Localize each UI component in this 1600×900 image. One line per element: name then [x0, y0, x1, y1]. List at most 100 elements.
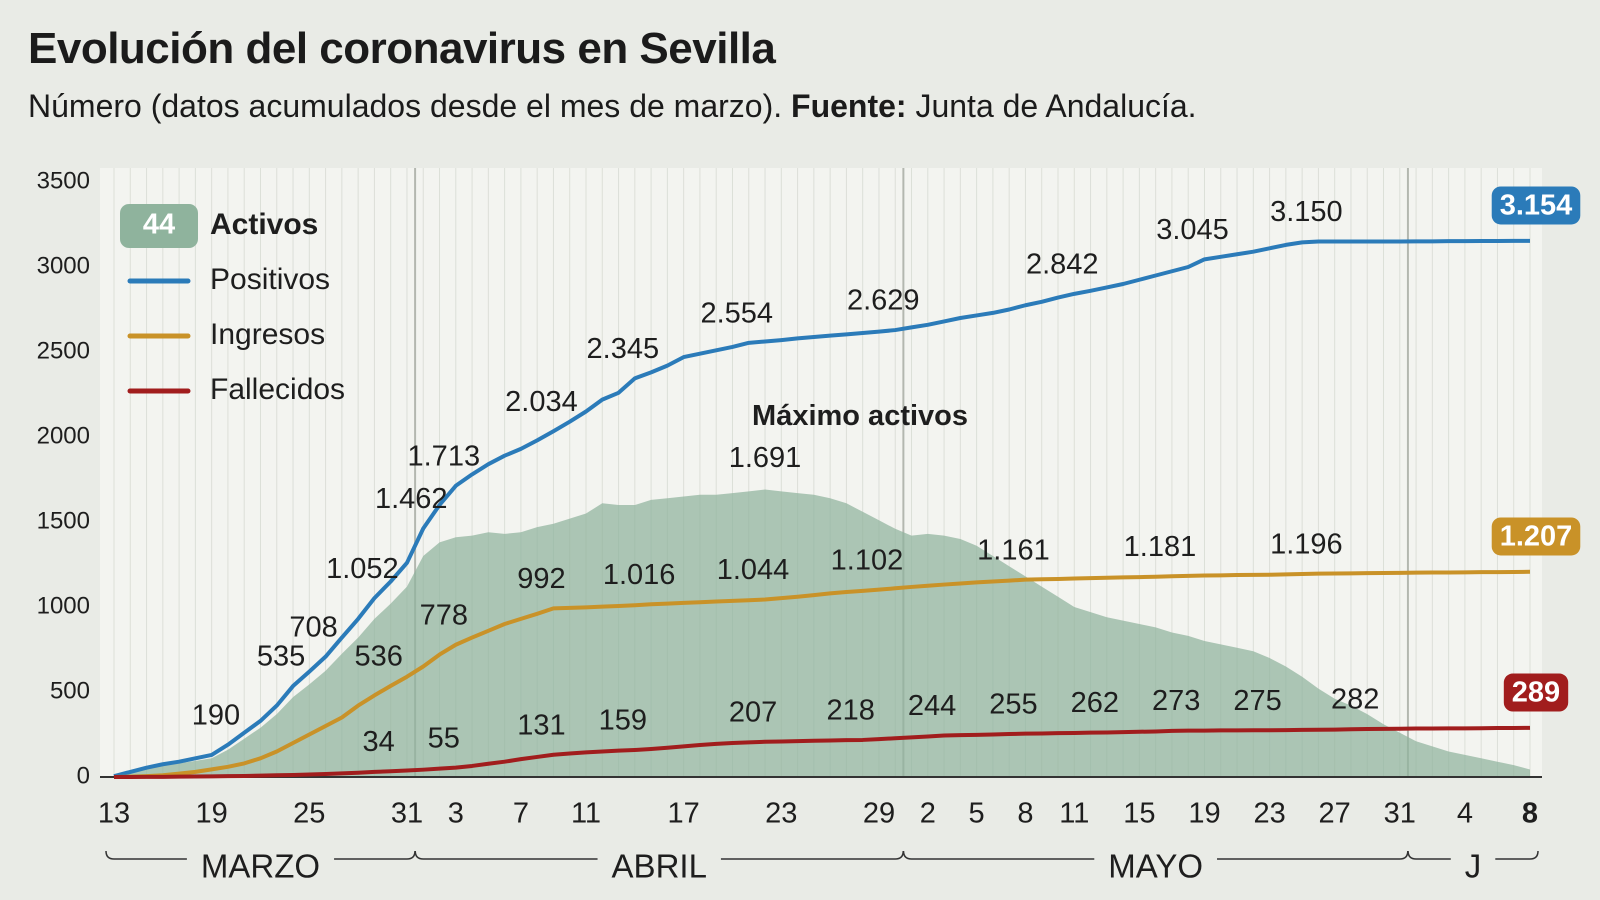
y-tick-label: 2000: [37, 422, 90, 449]
end-value-label: 289: [1512, 677, 1560, 709]
end-value-label: 3.154: [1500, 189, 1573, 221]
month-label: ABRIL: [612, 848, 707, 885]
value-label: 282: [1331, 684, 1379, 716]
source-label: Fuente:: [791, 88, 907, 124]
value-label: 536: [354, 641, 402, 673]
subtitle: Número (datos acumulados desde el mes de…: [28, 88, 783, 124]
legend-badge: [120, 204, 198, 248]
value-label: 708: [289, 611, 337, 643]
value-label: 535: [257, 641, 305, 673]
value-label: 2.345: [587, 333, 660, 365]
x-tick-label: 5: [969, 798, 985, 830]
subtitle-line: Número (datos acumulados desde el mes de…: [28, 88, 1197, 125]
y-tick-label: 1500: [37, 507, 90, 534]
x-tick-label: 25: [293, 798, 325, 830]
x-tick-label: 7: [513, 798, 529, 830]
legend-value: 44: [143, 209, 175, 241]
y-tick-label: 500: [50, 677, 90, 704]
value-label: 1.044: [717, 554, 790, 586]
y-tick-label: 3000: [37, 252, 90, 279]
x-tick-label: 31: [391, 798, 423, 830]
x-tick-label: 27: [1319, 798, 1351, 830]
x-tick-label: 11: [571, 798, 601, 830]
value-label: 1.462: [375, 483, 448, 515]
end-badge: [1491, 517, 1581, 556]
value-label: 55: [428, 722, 460, 754]
value-label: 244: [908, 690, 956, 722]
x-tick-label: 19: [1188, 798, 1220, 830]
month-bracket: [334, 850, 416, 860]
end-badge: [1503, 673, 1569, 712]
value-label: 2.842: [1026, 249, 1099, 281]
value-label: 3.150: [1270, 196, 1343, 228]
x-tick-label: 31: [1384, 798, 1416, 830]
title: Evolución del coronavirus en Sevilla: [28, 24, 776, 73]
value-label: 190: [192, 699, 240, 731]
value-label: 1.181: [1124, 531, 1197, 563]
x-tick-label: 11: [1059, 798, 1089, 830]
month-label: MARZO: [201, 848, 320, 885]
value-label: 1.102: [831, 544, 904, 576]
area: [114, 489, 1530, 777]
legend-label: Positivos: [210, 263, 330, 296]
line: [113, 569, 1531, 779]
x-tick-label: 3: [448, 798, 464, 830]
x-tick-label: 8: [1017, 798, 1033, 830]
month-label: J: [1465, 848, 1482, 885]
y-tick-label: 1000: [37, 592, 90, 619]
x-tick-label: 17: [668, 798, 700, 830]
x-tick-label: 2: [920, 798, 936, 830]
value-label: 159: [599, 705, 647, 737]
x-tick-label: 8: [1522, 798, 1538, 830]
header: Evolución del coronavirus en Sevilla Núm…: [28, 24, 1197, 125]
month-bracket: [1407, 850, 1451, 860]
value-label: 255: [989, 688, 1037, 720]
value-label: 2.554: [700, 297, 773, 329]
annotation: Máximo activos: [752, 400, 968, 432]
month-bracket: [720, 850, 904, 860]
x-tick-label: 19: [196, 798, 228, 830]
value-label: 992: [517, 563, 565, 595]
y-tick-label: 3500: [37, 167, 90, 194]
value-label: 131: [517, 709, 565, 741]
legend-label: Activos: [210, 208, 318, 241]
x-tick-label: 4: [1457, 798, 1473, 830]
value-label: 778: [420, 599, 468, 631]
value-label: 1.713: [408, 440, 481, 472]
value-label: 275: [1233, 685, 1281, 717]
value-label: 1.016: [603, 559, 676, 591]
value-label: 3.045: [1156, 214, 1229, 246]
value-label: 34: [363, 726, 395, 758]
line: [114, 725, 1531, 779]
value-label: 218: [826, 695, 874, 727]
value-label: 1.691: [729, 442, 802, 474]
value-label: 1.196: [1270, 528, 1343, 560]
month-bracket: [1217, 850, 1409, 860]
x-tick-label: 23: [1253, 798, 1285, 830]
x-tick-label: 23: [765, 798, 797, 830]
month-bracket: [105, 850, 187, 860]
value-label: 2.629: [847, 285, 920, 317]
value-label: 1.161: [977, 534, 1050, 566]
month-label: MAYO: [1108, 848, 1203, 885]
source: Junta de Andalucía.: [915, 88, 1197, 124]
value-label: 2.034: [505, 386, 578, 418]
end-badge: [1491, 186, 1581, 225]
x-tick-label: 13: [98, 798, 130, 830]
legend-label: Fallecidos: [210, 373, 345, 406]
month-bracket: [902, 850, 1095, 860]
value-label: 1.052: [326, 553, 399, 585]
legend-label: Ingresos: [210, 318, 325, 351]
month-bracket: [1495, 850, 1539, 860]
y-tick-label: 2500: [37, 337, 90, 364]
y-tick-label: 0: [77, 762, 90, 789]
value-label: 207: [729, 696, 777, 728]
value-label: 262: [1071, 687, 1119, 719]
x-tick-label: 29: [863, 798, 895, 830]
value-label: 273: [1152, 685, 1200, 717]
month-bracket: [414, 850, 598, 860]
end-value-label: 1.207: [1500, 520, 1573, 552]
x-tick-label: 15: [1123, 798, 1155, 830]
